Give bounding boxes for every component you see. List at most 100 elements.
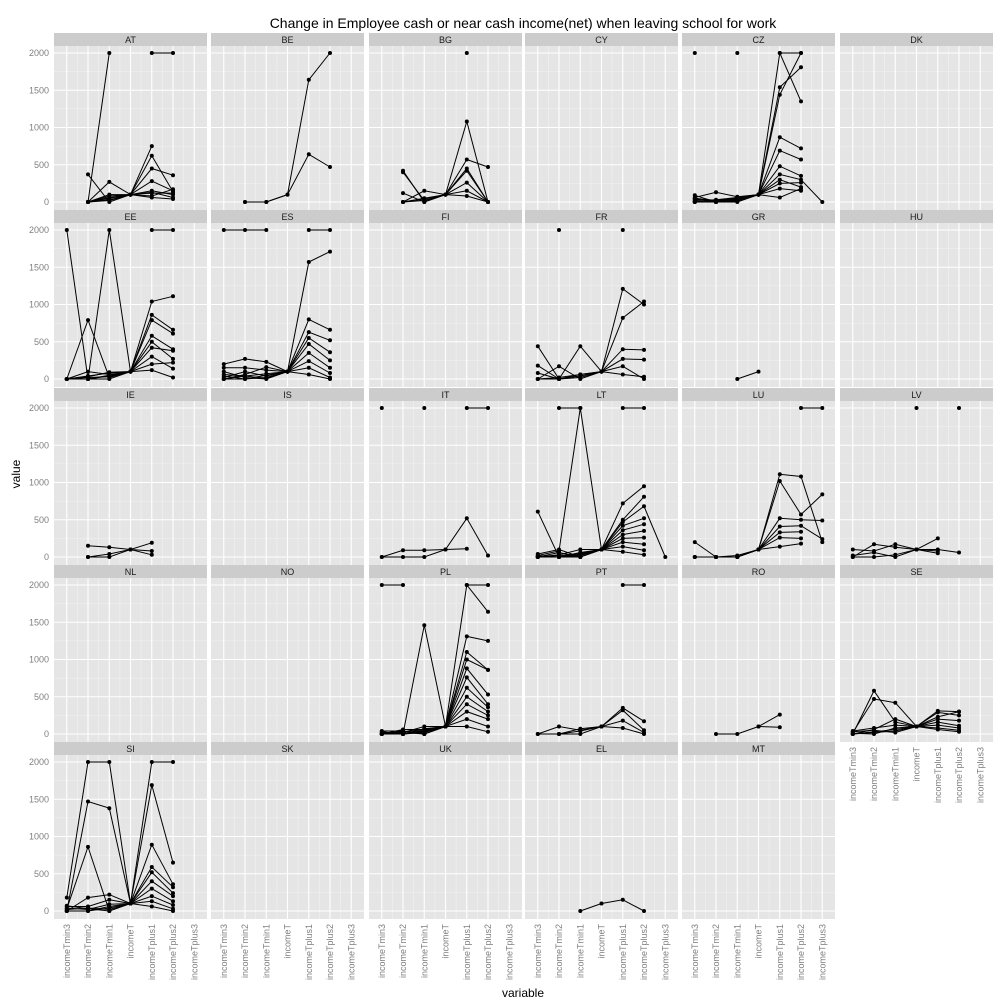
facet-panel-el: EL incomeTmin3 incomeTmin2 incomeTmin1 incom… [525,742,678,980]
facet-panel-at: AT 0 500 1000 1500 2000 [29,33,207,210]
facet-panel-ro: RO [682,565,835,742]
y-tick-label: 1500 [29,617,49,627]
series-group [64,228,175,381]
facet-strip [840,388,993,401]
facet-strip-label: AT [125,35,136,45]
facet-strip [840,33,993,46]
facet-panel-si: SI 0 500 1000 1500 2000 incomeTmin3 incomeTmin2… [29,742,207,980]
series-line [66,871,174,907]
y-tick-label: 0 [44,374,49,384]
series-line [537,288,645,380]
series-line [716,714,781,735]
x-tick-label: incomeTmin2 [83,924,93,978]
series-line [66,900,174,912]
series-group [714,712,782,736]
series-line [537,371,645,380]
y-tick-label: 0 [44,197,49,207]
x-tick-label: incomeTplus1 [775,924,785,980]
facet-strip-label: IS [283,390,292,400]
facet-panel-ee: EE 0 500 1000 1500 2000 [29,210,207,387]
y-tick-label: 2000 [29,48,49,58]
x-tick-label: incomeTmin2 [398,924,408,978]
x-tick-label: incomeTmin2 [240,924,250,978]
facet-panel-pl: PL [369,565,522,742]
x-tick-label: incomeTmin2 [711,924,721,978]
facet-strip [211,742,364,755]
series-line [852,725,960,735]
facet-strip [682,210,835,223]
series-line [537,546,645,558]
data-point [692,51,697,55]
x-tick-label: incomeTmin3 [219,924,229,978]
series-line [852,721,960,735]
facet-strip [840,210,993,223]
facet-strip [369,388,522,401]
x-tick-label: incomeTmin1 [419,924,429,978]
series-line [66,895,174,911]
series-group [578,897,646,913]
x-tick-label: incomeTplus1 [462,924,472,980]
y-tick-label: 0 [44,906,49,916]
series-line [66,229,174,380]
series-line [694,188,802,202]
series-line [381,548,467,558]
x-tick-label: incomeTplus1 [147,924,157,980]
series-line [558,725,645,735]
y-tick-label: 0 [44,729,49,739]
series-line [852,724,960,735]
series-line [852,725,960,734]
series-line [223,371,331,380]
facet-strip-label: SE [910,567,922,577]
series-group [243,51,332,204]
x-tick-label: incomeTplus1 [618,924,628,980]
series-line [245,153,331,203]
x-tick-label: incomeTplus3 [660,924,670,980]
facet-strip-label: MT [752,744,765,754]
series-line [537,407,645,556]
facet-strip [369,33,522,46]
facet-strip [369,210,522,223]
facet-strip-label: PT [596,567,608,577]
series-group [535,228,646,381]
facet-strip [682,388,835,401]
data-point [620,228,625,232]
facet-panel-gr: GR [682,210,835,387]
facet-panel-lt: LT [525,388,678,565]
facet-panel-it: IT [369,388,522,565]
x-tick-label: incomeT [126,924,136,959]
facet-strip-label: ES [281,212,293,222]
facet-panels: AT 0 500 1000 1500 2000 BE BG CY CZ DK EE 0 500 1000 15… [29,33,993,980]
series-line [87,194,174,203]
facet-panel-mt: MT incomeTmin3 incomeTmin2 incomeTmin1 incom… [682,742,835,980]
series-group [692,51,825,204]
y-tick-label: 1000 [29,832,49,842]
y-tick-label: 1500 [29,262,49,272]
y-tick-label: 1500 [29,85,49,95]
series-group [379,583,490,736]
facet-panel-fi: FI [369,210,522,387]
facet-strip-label: UK [439,744,452,754]
facet-strip [682,33,835,46]
x-tick-label: incomeTmin3 [848,747,858,801]
x-tick-label: incomeTmin2 [554,924,564,978]
facet-strip-label: PL [440,567,451,577]
facet-panel-uk: UK incomeTmin3 incomeTmin2 incomeTmin1 incom… [369,742,522,980]
facet-strip-label: IT [442,390,451,400]
series-line [223,318,331,373]
series-group [535,583,646,736]
x-tick-label: incomeTmin1 [104,924,114,978]
x-tick-label: incomeTplus2 [483,924,493,980]
facet-panel-sk: SK incomeTmin3 incomeTmin2 incomeTmin1 incom… [211,742,364,980]
series-group [692,406,825,559]
facet-panel-pt: PT [525,565,678,742]
series-line [537,358,645,380]
series-line [66,866,174,912]
series-line [66,902,174,912]
facet-strip-label: EE [124,212,136,222]
facet-strip [525,210,678,223]
series-line [852,543,960,558]
series-line [88,548,152,558]
x-tick-label: incomeTmin1 [575,924,585,978]
x-tick-label: incomeTmin3 [690,924,700,978]
facet-panel-dk: DK [840,33,993,210]
